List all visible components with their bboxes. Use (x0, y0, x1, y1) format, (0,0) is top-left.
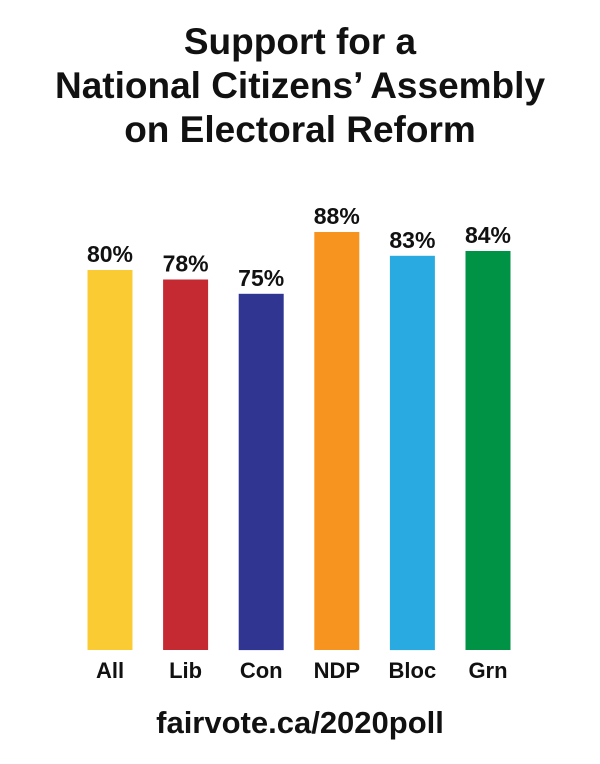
bar-con (238, 293, 284, 651)
category-label-bloc: Bloc (389, 658, 437, 683)
data-label-lib: 78% (163, 251, 209, 277)
chart-title: Support for a National Citizens’ Assembl… (0, 20, 600, 152)
bar-all (87, 270, 133, 650)
footer-url: fairvote.ca/2020poll (156, 705, 444, 740)
category-label-grn: Grn (468, 658, 507, 683)
data-label-bloc: 83% (389, 227, 435, 253)
category-label-con: Con (240, 658, 283, 683)
category-label-all: All (96, 658, 124, 683)
title-line-1: Support for a (183, 21, 417, 62)
category-label-ndp: NDP (314, 658, 360, 683)
bar-grn (465, 251, 511, 650)
data-label-all: 80% (87, 241, 133, 267)
bar-bloc (389, 255, 435, 651)
data-label-ndp: 88% (314, 203, 360, 229)
bar-ndp (314, 232, 360, 650)
data-label-grn: 84% (465, 222, 511, 248)
title-line-2: National Citizens’ Assembly (54, 65, 546, 106)
category-label-lib: Lib (169, 658, 202, 683)
title-line-3: on Electoral Reform (124, 109, 476, 150)
data-label-con: 75% (238, 265, 284, 291)
bar-lib (163, 279, 209, 650)
